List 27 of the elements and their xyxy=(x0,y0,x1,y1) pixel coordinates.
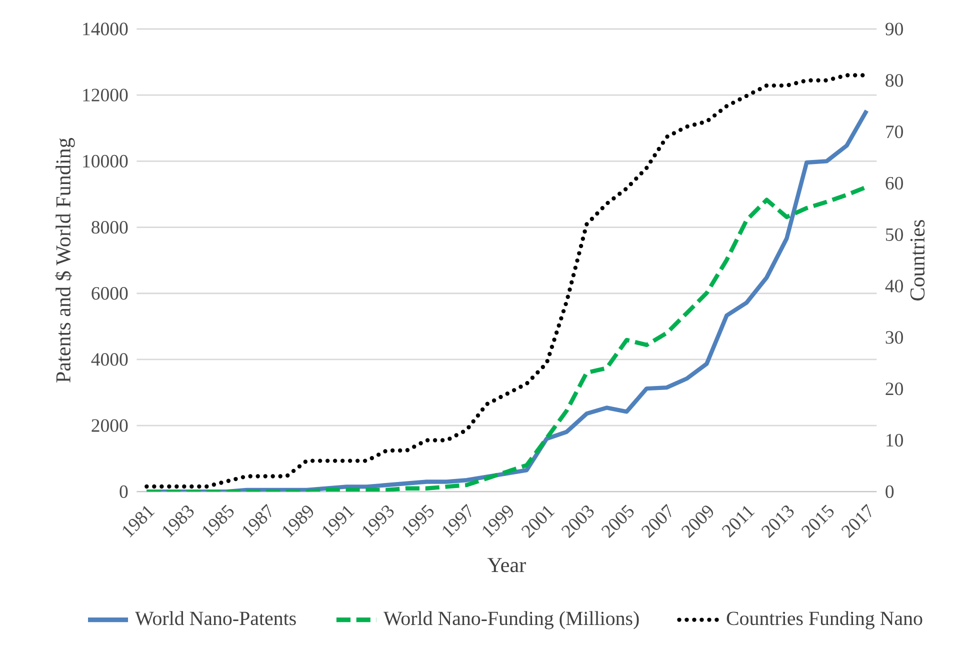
y2-tick-label: 50 xyxy=(886,228,903,241)
y-tick-label: 12000 xyxy=(83,88,128,102)
y2-tick-label: 20 xyxy=(886,382,903,396)
y2-tick-label: 70 xyxy=(886,126,903,138)
y2-tick-label: 60 xyxy=(886,176,903,190)
x-tick-label: 2011 xyxy=(722,506,755,538)
legend-label: World Nano-Funding (Millions) xyxy=(384,611,639,630)
y2-axis-title: Countries xyxy=(910,220,925,300)
x-tick-label: 1991 xyxy=(322,506,355,538)
x-axis-title: Year xyxy=(487,558,526,572)
y2-tick-label: 80 xyxy=(886,74,903,87)
y-tick-label: 6000 xyxy=(92,287,128,300)
y-tick-label: 14000 xyxy=(83,22,128,36)
x-tick-label: 1981 xyxy=(122,506,155,538)
y-axis-title: Patents and $ World Funding xyxy=(54,138,75,382)
y2-tick-label: 0 xyxy=(886,485,894,498)
y2-tick-label: 10 xyxy=(886,434,903,447)
y-tick-label: 4000 xyxy=(91,353,128,366)
y2-tick-label: 90 xyxy=(886,22,903,36)
y-tick-label: 8000 xyxy=(92,220,128,234)
legend-label: Countries Funding Nano xyxy=(726,611,922,630)
y2-tick-label: 30 xyxy=(886,331,903,344)
y2-tick-label: 40 xyxy=(885,280,903,292)
y-tick-label: 2000 xyxy=(92,419,128,432)
legend-label: World Nano-Patents xyxy=(135,611,296,626)
y-tick-label: 0 xyxy=(120,485,128,498)
y-tick-label: 10000 xyxy=(83,154,128,168)
